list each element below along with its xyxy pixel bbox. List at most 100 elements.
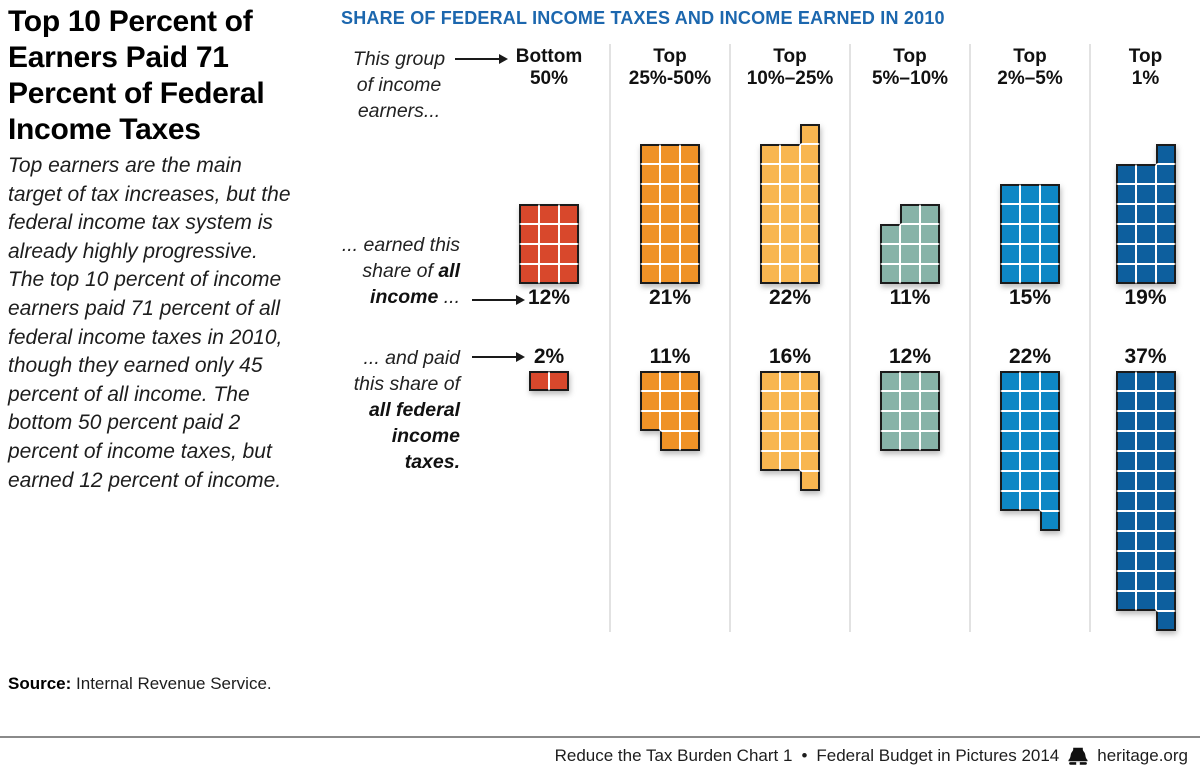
waffle-cell	[1020, 204, 1040, 224]
waffle-cell	[1040, 244, 1060, 264]
category-header: Top 1%	[1091, 46, 1200, 89]
waffle-cell	[1155, 591, 1176, 611]
tax-waffle-zone	[489, 371, 609, 391]
waffle-cell	[1000, 264, 1020, 284]
waffle-cell	[680, 204, 700, 224]
description-text: Top earners are the main target of tax i…	[8, 154, 291, 492]
waffle-cell	[1135, 531, 1156, 551]
chart-column: Top 5%–10% 11% 12%	[849, 44, 969, 632]
waffle-block	[880, 371, 940, 451]
tax-waffle-zone	[611, 371, 729, 451]
waffle-cell	[1020, 224, 1040, 244]
group-pointer-label: This group of income earners...	[324, 46, 508, 124]
chart-columns: Bottom 50% 12% 2% Top 25%-50% 21% 11% Top 10%–25%…	[489, 44, 1200, 632]
waffle-cell	[760, 451, 780, 471]
tax-waffle-zone	[971, 371, 1089, 531]
tax-waffle-zone	[1091, 371, 1200, 631]
category-header-line2: 25%-50%	[628, 67, 712, 89]
waffle-cell	[920, 224, 940, 244]
waffle-cell	[1155, 391, 1176, 411]
income-percent-label: 11%	[889, 286, 931, 309]
waffle-cell	[660, 164, 680, 184]
income-waffle-zone	[851, 118, 969, 284]
group-pointer-line2: of income	[356, 74, 442, 96]
chart-column: Top 2%–5% 15% 22%	[969, 44, 1089, 632]
waffle-cell	[1155, 204, 1176, 224]
waffle-cell	[640, 264, 660, 284]
category-header-line2: 50%	[529, 67, 569, 89]
waffle-cell	[1115, 571, 1136, 591]
right-arrow-icon	[472, 352, 525, 362]
waffle-cell	[1135, 184, 1156, 204]
tax-pointer-line5: taxes.	[404, 451, 460, 473]
waffle-cell	[539, 244, 559, 264]
waffle-cell	[1020, 491, 1040, 511]
waffle-cell	[640, 144, 660, 164]
waffle-cell	[800, 164, 820, 184]
income-percent-label: 12%	[527, 286, 571, 309]
waffle-cell	[1020, 391, 1040, 411]
waffle-cell	[1040, 224, 1060, 244]
waffle-cell	[760, 391, 780, 411]
waffle-cell	[1135, 411, 1156, 431]
waffle-cell	[760, 144, 780, 164]
waffle-cell	[519, 264, 539, 284]
waffle-cell	[1155, 371, 1176, 391]
waffle-cell	[1135, 244, 1156, 264]
waffle-cell	[1020, 244, 1040, 264]
waffle-cell	[800, 451, 820, 471]
waffle-cell	[780, 144, 800, 164]
tax-waffle-zone	[851, 371, 969, 451]
income-percent-label: 15%	[1008, 286, 1052, 309]
waffle-cell	[1135, 591, 1156, 611]
waffle-cell	[1020, 431, 1040, 451]
source-label: Source:	[8, 674, 72, 693]
waffle-cell	[1115, 531, 1136, 551]
waffle-cell	[760, 371, 780, 391]
waffle-cell	[900, 431, 920, 451]
waffle-cell	[800, 184, 820, 204]
waffle-cell	[880, 411, 900, 431]
income-waffle-zone	[489, 118, 609, 284]
waffle-cell	[1115, 264, 1136, 284]
category-header-line1: Bottom	[515, 46, 583, 67]
right-arrow-icon	[455, 54, 508, 64]
waffle-cell	[539, 264, 559, 284]
waffle-cell	[660, 371, 680, 391]
waffle-cell	[920, 204, 940, 224]
category-header-line2: 10%–25%	[746, 67, 834, 89]
source-text: Internal Revenue Service.	[71, 674, 272, 693]
group-pointer-line3: earners...	[357, 100, 441, 122]
waffle-cell	[1135, 391, 1156, 411]
tax-percent-label: 22%	[1008, 345, 1052, 368]
waffle-cell	[1000, 224, 1020, 244]
source-note: Source: Internal Revenue Service.	[8, 674, 272, 694]
waffle-cell	[660, 224, 680, 244]
waffle-cell	[539, 204, 559, 224]
waffle-cell	[780, 391, 800, 411]
waffle-cell	[800, 244, 820, 264]
waffle-cell	[1115, 451, 1136, 471]
category-header-line1: Top	[1013, 46, 1047, 67]
income-waffle-zone	[1091, 118, 1200, 284]
waffle-cell	[660, 184, 680, 204]
waffle-cell	[880, 224, 900, 244]
waffle-cell	[1020, 264, 1040, 284]
income-percent-label: 19%	[1124, 286, 1167, 309]
tax-waffle-zone	[731, 371, 849, 491]
waffle-cell	[1155, 531, 1176, 551]
waffle-cell	[780, 371, 800, 391]
category-header-line1: Top	[1128, 46, 1163, 67]
waffle-cell	[1135, 451, 1156, 471]
waffle-cell	[640, 164, 660, 184]
income-pointer-line3: income ...	[340, 284, 525, 310]
waffle-cell	[1040, 391, 1060, 411]
waffle-cell	[640, 371, 660, 391]
waffle-cell	[1000, 391, 1020, 411]
waffle-cell	[1115, 551, 1136, 571]
waffle-cell	[680, 184, 700, 204]
waffle-cell	[900, 244, 920, 264]
waffle-cell	[1135, 204, 1156, 224]
waffle-cell	[1155, 431, 1176, 451]
waffle-cell	[549, 371, 569, 391]
